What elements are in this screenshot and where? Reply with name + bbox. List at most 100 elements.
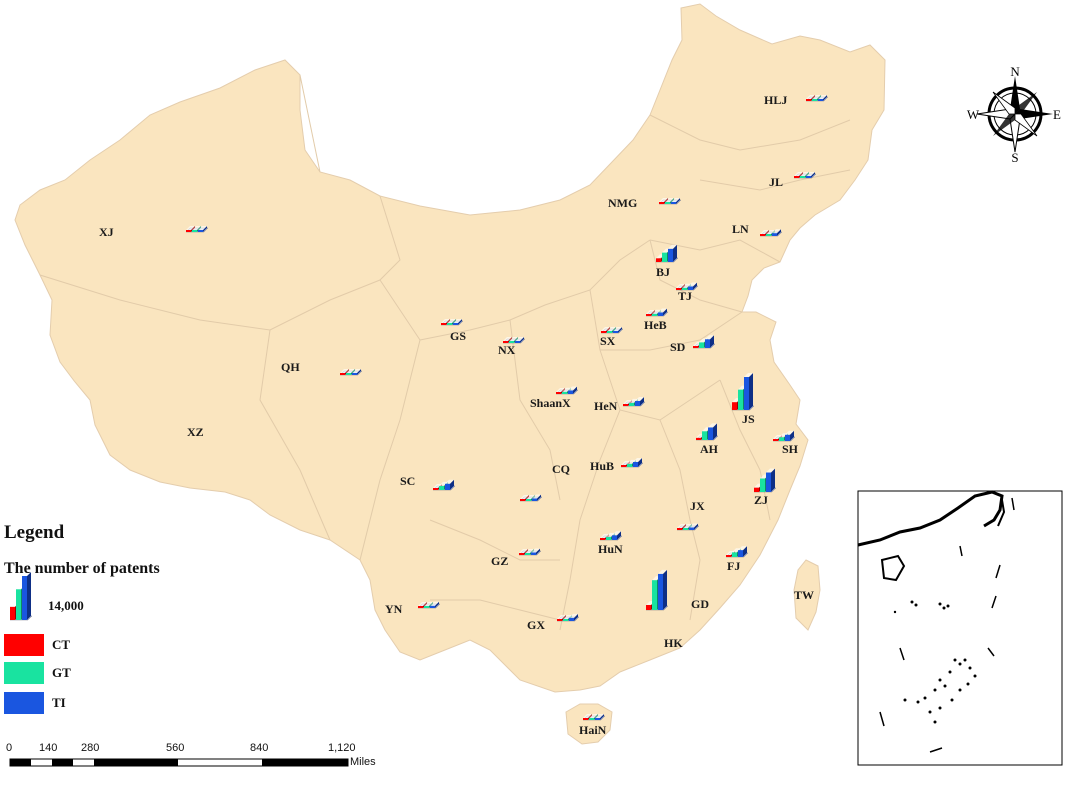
- legend-item-ti: TI: [4, 692, 154, 714]
- taiwan-island: [793, 559, 821, 631]
- glyph-GZ-bar-ti-top: [531, 548, 540, 553]
- glyph-ZJ-bar-gt: [760, 478, 765, 492]
- glyph-XJ-bar-ti-side: [203, 226, 207, 232]
- glyph-SH-bar-ti: [785, 434, 790, 441]
- label-SC: SC: [400, 474, 415, 488]
- glyph-HLJ-bar-gt: [812, 99, 817, 101]
- glyph-NMG: [658, 198, 682, 205]
- glyph-HLJ-bar-ti: [818, 99, 823, 101]
- label-HeB: HeB: [644, 318, 667, 332]
- glyph-TJ: [675, 282, 699, 291]
- label-NMG: NMG: [608, 196, 637, 210]
- glyph-JL-bar-ti: [806, 176, 811, 178]
- glyph-HeB-bar-gt: [652, 313, 657, 316]
- label-HuB: HuB: [590, 459, 614, 473]
- label-HaiN: HaiN: [579, 723, 607, 737]
- glyph-JX-bar-ct-top: [677, 524, 686, 528]
- province-labels: HLJ JL NMG LN BJ TJ HeB SX SD NX GS XJ Q…: [99, 93, 814, 737]
- legend-sample-bar-ti-side: [27, 572, 31, 620]
- glyph-YN-bar-ti-top: [430, 601, 439, 606]
- glyph-GX-bar-ct-top: [557, 615, 566, 619]
- glyph-JL-bar-ti-side: [811, 172, 815, 178]
- glyph-NX-bar-ct: [503, 341, 508, 343]
- label-GD: GD: [691, 597, 709, 611]
- glyph-SC-bar-ti-side: [450, 479, 454, 490]
- glyph-XJ-bar-ct-top: [186, 226, 195, 230]
- glyph-JX-bar-gt-top: [683, 524, 692, 528]
- glyph-FJ-bar-gt: [732, 552, 737, 557]
- glyph-NX-bar-gt-top: [509, 337, 518, 341]
- glyph-SC-bar-ti-top: [445, 479, 454, 484]
- glyph-BJ-bar-ti: [668, 248, 673, 262]
- label-GX: GX: [527, 618, 545, 632]
- scale-tick-560: 560: [166, 742, 185, 754]
- glyph-BJ: [655, 244, 679, 263]
- label-BJ: BJ: [656, 265, 670, 279]
- glyph-HuN-bar-ct-top: [600, 534, 609, 538]
- compass-w: W: [967, 107, 980, 122]
- label-SH: SH: [782, 442, 799, 456]
- label-ShaanX: ShaanX: [530, 396, 571, 410]
- label-TW: TW: [794, 588, 814, 602]
- glyph-SH: [772, 430, 796, 442]
- glyph-TJ-bar-gt-top: [682, 283, 691, 288]
- legend-sample-bar-ti-top: [22, 572, 31, 576]
- glyph-HLJ-bar-ti-side: [823, 95, 827, 101]
- glyph-TJ-bar-gt: [682, 287, 687, 290]
- scale-tick-280: 280: [81, 742, 100, 754]
- glyph-SD-bar-ti-top: [705, 335, 714, 340]
- glyph-CQ-bar-ct: [520, 499, 525, 501]
- glyph-SX-bar-ti: [613, 331, 618, 333]
- label-JX: JX: [690, 499, 705, 513]
- glyph-LN-bar-gt-top: [766, 230, 775, 234]
- glyph-HeN-bar-ti: [635, 400, 640, 406]
- glyph-HuN-bar-ct: [600, 538, 605, 540]
- glyph-GZ-bar-ti-side: [536, 548, 540, 555]
- glyph-TJ-bar-ct: [676, 288, 681, 290]
- glyph-NX: [502, 337, 526, 344]
- glyph-CQ-bar-gt: [526, 499, 531, 501]
- glyph-SD-bar-ct: [693, 346, 698, 348]
- glyph-HeB-bar-ct-top: [646, 310, 655, 314]
- legend-swatch-gt: [4, 662, 44, 684]
- glyph-CQ-bar-ti-side: [537, 494, 541, 501]
- glyph-HeN: [622, 396, 646, 407]
- glyph-AH-bar-ti: [708, 427, 713, 440]
- glyph-HuN-bar-ti-side: [617, 531, 621, 540]
- legend-item-ct: CT: [4, 634, 154, 656]
- legend-scale-value: 14,000: [48, 598, 84, 613]
- glyph-XJ-bar-ti-top: [198, 226, 207, 230]
- glyph-HuB-bar-ct: [621, 465, 626, 467]
- glyph-GX-bar-ti-side: [574, 613, 578, 621]
- glyph-JL-bar-gt: [800, 176, 805, 178]
- glyph-SH-bar-gt: [779, 437, 784, 441]
- glyph-NMG-bar-gt-top: [665, 198, 674, 202]
- glyph-SX-bar-ct-top: [601, 327, 610, 331]
- glyph-LN-bar-ti: [772, 233, 777, 236]
- glyph-JL: [793, 172, 817, 179]
- label-SD: SD: [670, 340, 686, 354]
- label-XJ: XJ: [99, 225, 114, 239]
- glyph-HLJ-bar-ti-top: [818, 95, 827, 99]
- glyph-SD-bar-ti-side: [710, 335, 714, 348]
- glyph-SX-bar-ti-top: [613, 327, 622, 331]
- glyph-JX: [676, 523, 700, 531]
- glyph-GS-bar-gt-top: [447, 319, 456, 323]
- legend-sample-bar-ct: [10, 606, 15, 620]
- glyph-HaiN-bar-gt: [589, 718, 594, 720]
- glyph-ShaanX-bar-ct: [556, 392, 561, 394]
- scale-unit: Miles: [350, 756, 376, 768]
- glyph-SX-bar-gt: [607, 331, 612, 333]
- label-SX: SX: [600, 334, 616, 348]
- glyph-AH-bar-gt: [702, 431, 707, 440]
- label-AH: AH: [700, 442, 719, 456]
- glyph-YN-bar-gt-top: [424, 602, 433, 606]
- legend-title: Legend: [4, 522, 65, 543]
- glyph-HeB-bar-gt-top: [652, 309, 661, 314]
- compass-n: N: [1010, 64, 1020, 79]
- glyph-HuB-bar-ct-top: [621, 461, 630, 465]
- scale-tick-0: 0: [6, 742, 13, 754]
- scale-bar: [9, 758, 349, 767]
- scale-tick-140: 140: [39, 742, 58, 754]
